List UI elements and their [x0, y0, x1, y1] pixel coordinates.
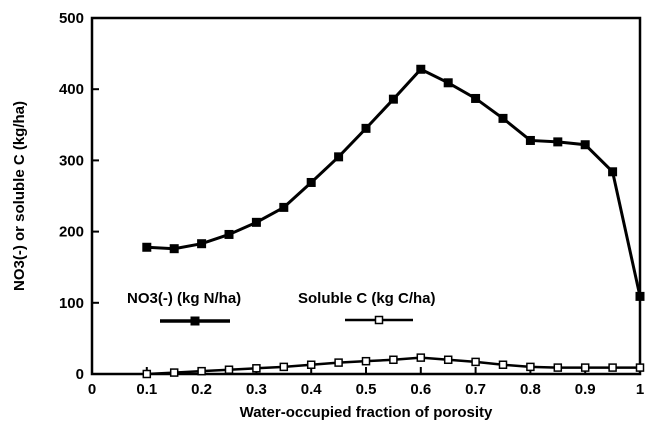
y-tick-label: 400: [59, 81, 84, 98]
x-tick-label: 1: [636, 381, 644, 398]
data-point: [361, 356, 371, 366]
series-1: [142, 64, 645, 301]
series-2: [142, 353, 645, 379]
y-tick-label: 500: [59, 10, 84, 27]
y-tick-label: 100: [59, 295, 84, 312]
y-axis-label: NO3(-) or soluble C (kg/ha): [11, 101, 28, 291]
data-point: [608, 363, 617, 372]
data-point: [443, 78, 453, 88]
data-point: [224, 365, 234, 374]
data-point: [498, 113, 508, 123]
data-point: [635, 291, 645, 301]
x-axis-label: Water-occupied fraction of porosity: [240, 404, 493, 421]
data-point: [197, 239, 207, 249]
data-point: [471, 93, 481, 103]
data-point: [251, 217, 261, 227]
data-point: [526, 362, 535, 372]
data-point: [306, 360, 316, 369]
y-tick-label: 300: [59, 152, 84, 169]
y-tick-label: 200: [59, 224, 84, 241]
data-point: [279, 202, 289, 212]
legend-label-1: NO3(-) (kg N/ha): [127, 290, 241, 307]
data-point: [389, 355, 398, 365]
x-axis-ticks: 0 0.1 0.2 0.3 0.4 0.5 0.6 0.7 0.8 0.9 1: [88, 367, 644, 398]
data-point: [553, 137, 563, 147]
x-tick-label: 0: [88, 381, 96, 398]
data-point: [608, 167, 618, 177]
x-tick-label: 0.6: [410, 381, 431, 398]
data-point: [142, 369, 152, 379]
data-point: [498, 360, 508, 369]
data-point: [553, 363, 563, 372]
y-tick-label: 0: [76, 366, 84, 383]
legend-marker-2: [374, 315, 384, 325]
series-group: [142, 64, 645, 379]
data-point: [197, 366, 206, 376]
data-point: [169, 244, 179, 254]
data-point: [252, 364, 261, 373]
legend-label-2: Soluble C (kg C/ha): [298, 290, 436, 307]
data-point: [471, 357, 480, 367]
x-tick-label: 0.7: [465, 381, 486, 398]
data-point: [306, 177, 316, 187]
data-point: [635, 363, 645, 372]
data-point: [580, 140, 590, 150]
x-tick-label: 0.3: [246, 381, 267, 398]
data-point: [142, 242, 152, 252]
data-point: [334, 358, 343, 367]
data-point: [279, 362, 289, 372]
data-point: [169, 368, 179, 377]
data-point: [224, 229, 234, 239]
x-tick-label: 0.5: [356, 381, 377, 398]
data-point: [416, 353, 426, 362]
data-point: [580, 363, 590, 372]
x-tick-label: 0.8: [520, 381, 541, 398]
data-point: [361, 123, 371, 133]
x-tick-label: 0.9: [575, 381, 596, 398]
legend: NO3(-) (kg N/ha) Soluble C (kg C/ha): [127, 290, 436, 326]
x-tick-label: 0.1: [136, 381, 157, 398]
x-tick-label: 0.4: [301, 381, 323, 398]
data-point: [525, 135, 535, 145]
data-point: [334, 152, 344, 162]
data-point: [388, 94, 398, 104]
x-tick-label: 0.2: [191, 381, 212, 398]
data-point: [443, 355, 453, 365]
y-axis-ticks: 0 100 200 300 400 500: [59, 10, 99, 383]
data-point: [416, 64, 426, 74]
legend-marker-1: [190, 316, 200, 326]
